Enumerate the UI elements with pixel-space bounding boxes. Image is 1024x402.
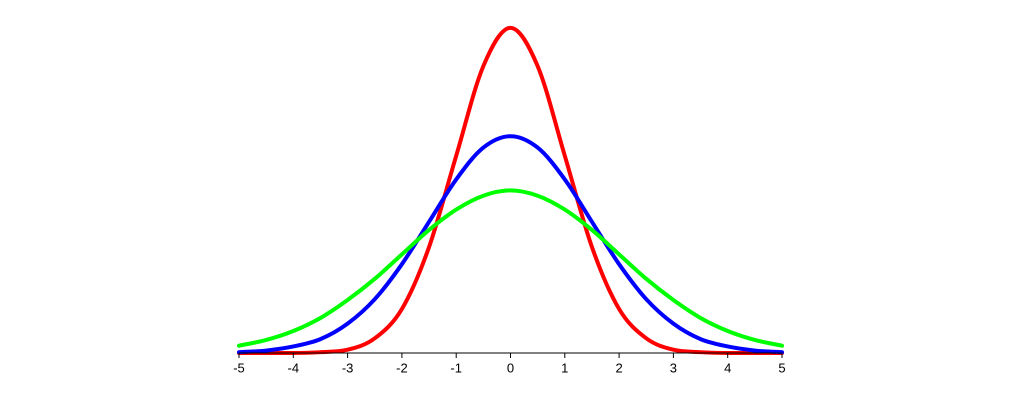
x-tick-label: 4 bbox=[724, 360, 731, 375]
x-tick-label: -5 bbox=[233, 360, 245, 375]
x-tick-label: 1 bbox=[561, 360, 568, 375]
x-tick-label: 5 bbox=[778, 360, 785, 375]
x-tick-label: 3 bbox=[670, 360, 677, 375]
x-tick-label: -3 bbox=[342, 360, 354, 375]
curve bbox=[237, 25, 784, 356]
x-tick-label: 0 bbox=[507, 360, 514, 375]
x-tick-label: -4 bbox=[288, 360, 300, 375]
curve bbox=[237, 188, 784, 348]
curve bbox=[237, 134, 784, 355]
x-tick-label: 2 bbox=[615, 360, 622, 375]
x-tick-label: -1 bbox=[450, 360, 462, 375]
x-tick-label: -2 bbox=[396, 360, 408, 375]
